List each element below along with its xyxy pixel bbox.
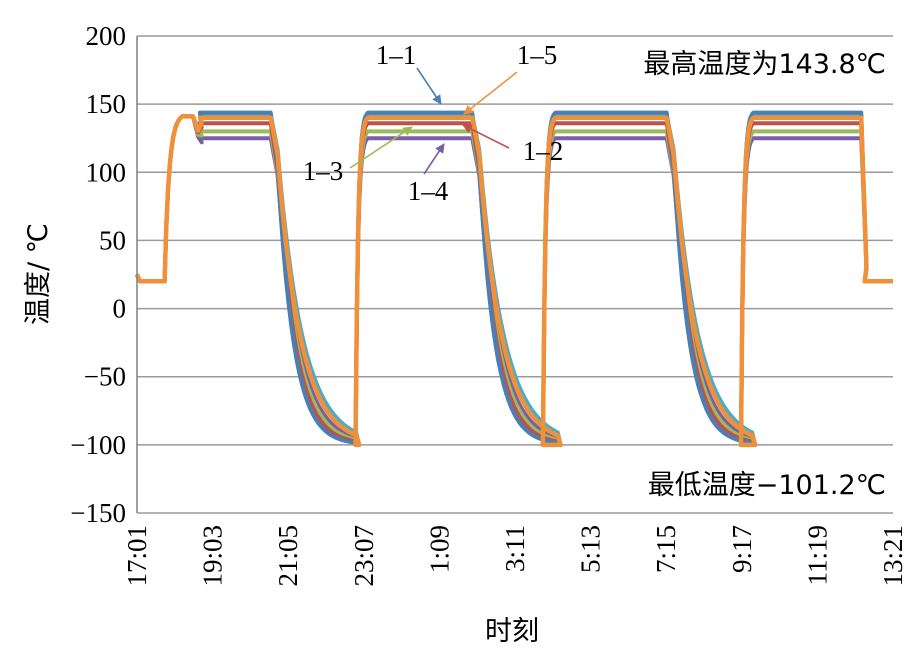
callout-arrow xyxy=(463,71,518,115)
series-line xyxy=(135,110,893,447)
series-line xyxy=(134,114,893,448)
y-tick-labels: 200 150 100 50 0 −50 −100 −150 xyxy=(70,21,126,528)
series-label: 1–2 xyxy=(523,136,564,166)
callout-arrow xyxy=(349,126,413,169)
x-tick-label: 19:03 xyxy=(198,525,228,587)
y-tick-label: −100 xyxy=(70,430,126,460)
series-callouts: 1–1 1–5 1–2 1–3 1–4 xyxy=(303,40,564,206)
y-axis-title: 温度/ ℃ xyxy=(23,223,54,325)
y-tick-label: −150 xyxy=(70,498,126,528)
x-tick-label: 21:05 xyxy=(273,525,303,587)
y-tick-label: −50 xyxy=(84,362,126,392)
x-tick-label: 11:19 xyxy=(802,525,832,586)
y-tick-label: 200 xyxy=(86,21,127,51)
callout-arrow xyxy=(462,124,510,149)
callout-arrow xyxy=(423,143,445,175)
callout-arrow xyxy=(416,67,442,105)
min-temperature-note: 最低温度−101.2℃ xyxy=(648,470,886,501)
x-tick-label: 3:11 xyxy=(500,525,530,572)
x-tick-label: 23:07 xyxy=(349,525,379,587)
series-label: 1–1 xyxy=(376,40,417,70)
series-lines xyxy=(134,110,893,448)
x-tick-labels: 17:01 19:03 21:05 23:07 1:09 3:11 5:13 7:15 9:17… xyxy=(122,525,908,587)
x-tick-label: 9:17 xyxy=(727,525,757,573)
series-label: 1–4 xyxy=(408,176,449,206)
x-tick-label: 1:09 xyxy=(424,525,454,573)
x-tick-label: 13:21 xyxy=(878,525,908,587)
plot-background xyxy=(137,36,893,513)
series-label: 1–5 xyxy=(517,40,558,70)
series-label: 1–3 xyxy=(303,156,344,186)
y-tick-label: 100 xyxy=(86,157,127,187)
y-tick-label: 0 xyxy=(113,294,127,324)
x-tick-label: 5:13 xyxy=(576,525,606,573)
y-tick-label: 50 xyxy=(99,225,126,255)
x-axis-title: 时刻 xyxy=(485,616,539,647)
y-tick-label: 150 xyxy=(86,89,127,119)
max-temperature-note: 最高温度为143.8℃ xyxy=(643,49,886,80)
x-tick-label: 7:15 xyxy=(651,525,681,573)
x-tick-label: 17:01 xyxy=(122,525,152,587)
